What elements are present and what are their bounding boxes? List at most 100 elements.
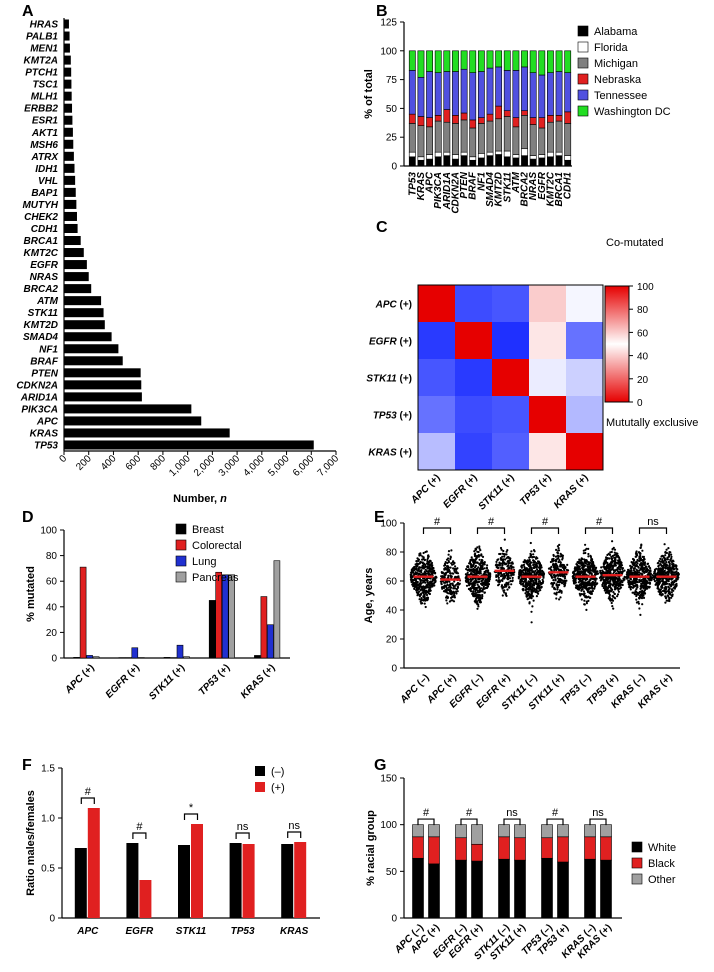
swarm-point <box>611 554 615 558</box>
swarm-point <box>542 576 545 579</box>
swarm-point <box>502 549 505 553</box>
swarm-point <box>664 601 667 604</box>
swarm-point <box>423 558 427 561</box>
swarm-point <box>637 566 640 569</box>
axis-label-d-y: % mutated <box>25 566 37 622</box>
swarm-point <box>607 570 610 573</box>
swarm-point <box>615 580 618 583</box>
swarm-point <box>481 595 484 598</box>
swarm-point <box>480 579 484 582</box>
swarm-point <box>475 556 478 559</box>
swarm-point <box>560 590 563 593</box>
swarm-point <box>535 572 538 576</box>
swarm-point <box>586 563 589 566</box>
tick-label-g-y-3: 150 <box>380 774 397 785</box>
swarm-point <box>456 590 459 593</box>
swarm-point <box>532 555 536 559</box>
tick-label-a-cdkn2a: CDKN2A <box>16 380 58 391</box>
bar-b-kmt2d-2 <box>495 118 503 152</box>
swarm-point <box>504 558 507 561</box>
bar-b-kras-2 <box>417 125 425 158</box>
swarm-point <box>475 596 478 599</box>
bar-b-atm-4 <box>512 70 520 118</box>
tick-label-a-x-10: 6,000 <box>291 453 317 479</box>
swarm-point <box>586 588 589 591</box>
swarm-point <box>471 570 474 573</box>
swarm-point <box>449 572 452 575</box>
heat-cell-4-3 <box>529 433 566 470</box>
swarm-point <box>610 557 613 560</box>
swarm-point <box>532 599 535 602</box>
swarm-point <box>411 583 414 586</box>
swarm-point <box>466 580 469 583</box>
bar-b-stk11-4 <box>503 70 511 112</box>
swarm-point <box>563 575 567 578</box>
swarm-point <box>587 555 590 558</box>
swarm-point <box>613 548 617 551</box>
swarm-point <box>664 565 668 568</box>
swarm-point <box>502 576 505 579</box>
bar-b-nf1-0 <box>477 157 485 167</box>
bar-a-hras <box>64 19 69 29</box>
colorbar <box>604 285 630 403</box>
swarm-point <box>525 595 528 598</box>
bar-b-brca1-2 <box>555 120 563 153</box>
swarm-point <box>614 597 617 600</box>
swarm-point <box>599 576 602 579</box>
swarm-point <box>483 561 486 564</box>
tick-label-b-pik3ca: PIK3CA <box>433 172 444 209</box>
swarm-point <box>530 590 533 593</box>
swarm-point <box>659 560 663 563</box>
swarm-point <box>503 572 506 576</box>
swarm-point <box>470 556 473 559</box>
bar-b-nf1-4 <box>477 71 485 118</box>
bar-a-mutyh <box>64 199 77 209</box>
swarm-point <box>577 560 580 563</box>
bar-a-egfr <box>64 260 87 270</box>
swarm-point <box>484 581 487 584</box>
bar-b-pik3ca-1 <box>434 151 442 158</box>
swarm-point <box>611 566 615 570</box>
swarm-point <box>627 581 631 585</box>
bar-d-0-3 <box>92 656 100 659</box>
bar-b-braf-0 <box>469 159 477 167</box>
bar-b-nras-2 <box>529 124 537 156</box>
swarm-point <box>599 571 602 574</box>
swarm-3 <box>493 538 516 598</box>
tick-label-b-kmt2d: KMT2D <box>494 172 505 206</box>
swarm-2 <box>464 545 492 610</box>
swarm-point <box>641 584 644 588</box>
colorbar-tick-label-4: 20 <box>637 375 649 386</box>
swarm-point <box>585 581 588 584</box>
tick-label-b-y-5: 125 <box>380 18 397 29</box>
bar-a-men1 <box>64 43 70 53</box>
swarm-point <box>539 568 542 571</box>
swarm-point <box>483 583 486 586</box>
bar-g-5-2 <box>514 824 526 839</box>
tick-label-a-palb1: PALB1 <box>26 32 58 43</box>
swarm-point <box>499 546 503 550</box>
swarm-point <box>506 575 509 578</box>
bar-b-nf1-2 <box>477 123 485 154</box>
swarm-point <box>500 584 504 587</box>
swarm-point <box>486 579 489 582</box>
swarm-point <box>532 553 535 556</box>
tick-label-b-apc: APC <box>425 171 436 194</box>
bar-b-kmt2c-5 <box>547 50 554 73</box>
swarm-point <box>584 569 587 572</box>
swarm-point <box>635 588 638 591</box>
swarm-point <box>535 582 538 585</box>
col-label-c-2: STK11 (+) <box>477 472 517 512</box>
bar-b-brca1-5 <box>555 50 563 72</box>
swarm-point <box>509 565 512 568</box>
bar-g-8-0 <box>584 858 596 919</box>
bar-b-pten-5 <box>460 50 468 70</box>
bar-a-idh1 <box>64 163 75 173</box>
swarm-point <box>618 577 621 580</box>
swarm-point <box>630 569 633 572</box>
heat-cell-2-4 <box>566 359 603 396</box>
tick-label-a-men1: MEN1 <box>30 44 58 55</box>
swarm-point <box>595 571 598 575</box>
bar-a-atrx <box>64 151 74 161</box>
swarm-point <box>457 575 460 578</box>
